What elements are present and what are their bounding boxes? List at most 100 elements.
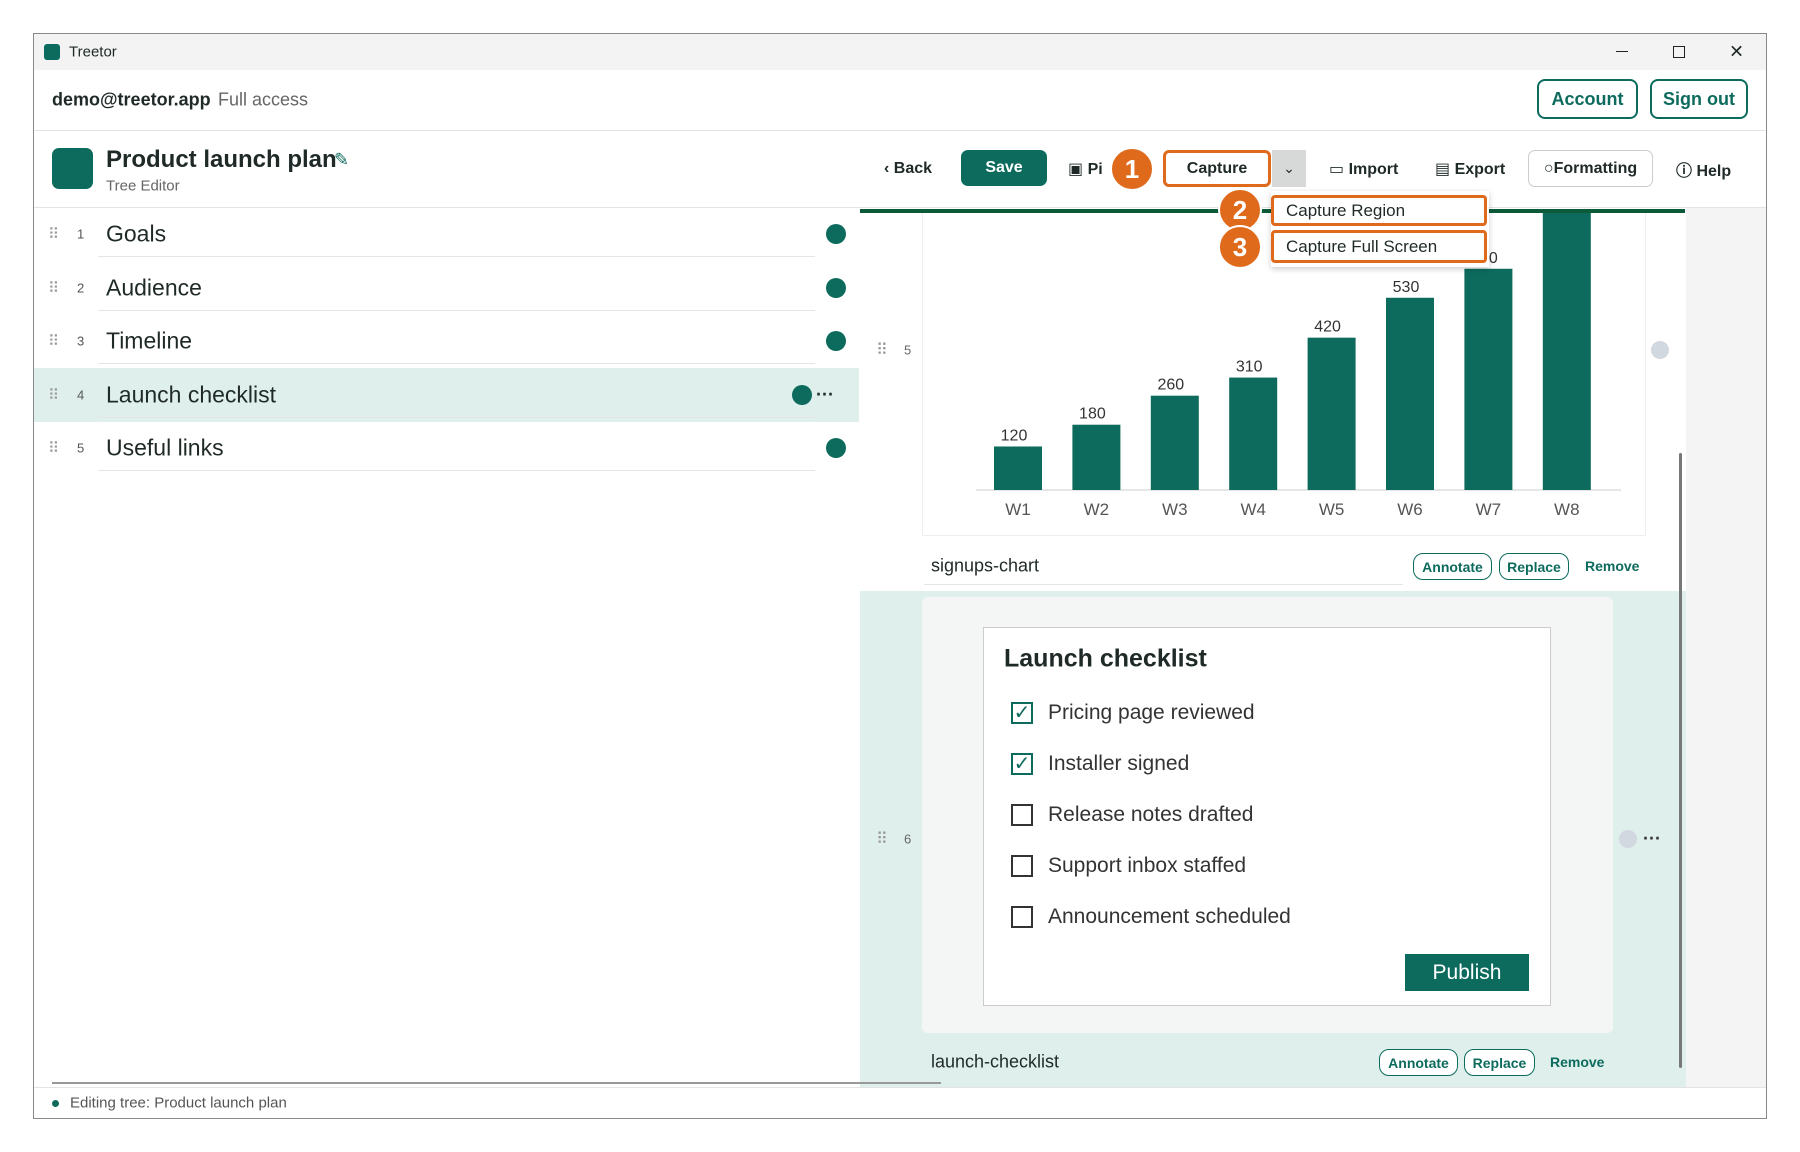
drag-handle[interactable]: ⠿: [48, 333, 59, 351]
remove-button[interactable]: Remove: [1585, 558, 1640, 574]
row-number: 6: [904, 831, 912, 847]
remove-button[interactable]: Remove: [1550, 1054, 1605, 1070]
more-menu[interactable]: ···: [1643, 828, 1661, 849]
annotate-button[interactable]: Annotate: [1379, 1049, 1458, 1076]
formatting-button[interactable]: ○ Formatting: [1528, 150, 1653, 187]
checkbox: ✓: [1011, 753, 1033, 775]
checklist-card: [983, 627, 1551, 1006]
account-button[interactable]: Account: [1537, 79, 1638, 119]
annotate-button[interactable]: Annotate: [1413, 553, 1492, 580]
menu-item[interactable]: Capture Region: [1271, 195, 1487, 226]
value-label: 260: [1157, 377, 1184, 394]
status-dot[interactable]: [826, 438, 846, 459]
drag-handle[interactable]: ⠿: [876, 831, 888, 848]
checkbox: [1011, 804, 1033, 826]
checklist-item: Release notes drafted: [1048, 803, 1254, 826]
status-dot[interactable]: [1619, 830, 1637, 848]
import-button[interactable]: ▭ Import: [1329, 161, 1399, 178]
row-label[interactable]: Launch checklist: [106, 381, 277, 408]
x-tick-label: W4: [1240, 500, 1266, 519]
drag-handle[interactable]: ⠿: [876, 342, 888, 359]
drag-handle[interactable]: ⠿: [48, 440, 59, 458]
back-button[interactable]: ‹ Back: [884, 160, 932, 178]
account-email: demo@treetor.app: [52, 89, 211, 110]
row-number: 5: [904, 342, 912, 358]
bar: [994, 446, 1042, 490]
doc-subtitle: Tree Editor: [106, 177, 180, 195]
status-dot[interactable]: [826, 277, 846, 298]
h-scrollbar[interactable]: [52, 1082, 941, 1084]
x-tick-label: W2: [1084, 500, 1110, 519]
row-label[interactable]: Useful links: [106, 434, 224, 461]
bar: [1072, 424, 1121, 490]
status-dot[interactable]: [826, 224, 846, 244]
value-label: 310: [1236, 359, 1263, 376]
bar: [1542, 213, 1591, 490]
checkbox: [1011, 906, 1033, 928]
export-label: Export: [1454, 161, 1506, 178]
drag-handle[interactable]: ⠿: [48, 279, 59, 297]
minimize[interactable]: [1616, 51, 1628, 52]
row-label[interactable]: Goals: [106, 220, 167, 247]
help-button[interactable]: ⓘ Help: [1676, 163, 1732, 180]
capture-menu: [1271, 191, 1489, 267]
menu-item[interactable]: Capture Full Screen: [1271, 230, 1487, 263]
row-underline: [98, 470, 815, 472]
sign-out-button[interactable]: Sign out: [1650, 79, 1748, 119]
replace-button[interactable]: Replace: [1464, 1049, 1535, 1076]
divider: [34, 1087, 1766, 1088]
status-dot[interactable]: [792, 384, 812, 405]
back-label: Back: [893, 160, 933, 177]
row-number: 4: [77, 387, 85, 403]
value-label: 120: [1001, 427, 1028, 444]
picture-button[interactable]: ▣ Pi: [1068, 161, 1103, 178]
export-button[interactable]: ▤ Export: [1435, 161, 1506, 178]
formatting-label: Formatting: [1553, 159, 1638, 177]
checklist-item: Support inbox staffed: [1048, 854, 1247, 877]
selected-row: [34, 367, 859, 422]
replace-button[interactable]: Replace: [1499, 553, 1569, 580]
checklist-title: Launch checklist: [1004, 644, 1207, 673]
checklist-item: Installer signed: [1048, 752, 1190, 775]
row-number: 1: [77, 226, 85, 242]
checkbox: ✓: [1011, 702, 1033, 724]
drag-handle[interactable]: ⠿: [48, 386, 59, 404]
more-menu[interactable]: ···: [816, 384, 834, 405]
bar: [1307, 337, 1356, 490]
status-indicator: [52, 1100, 59, 1107]
row-label[interactable]: Audience: [106, 274, 202, 301]
maximize[interactable]: [1673, 46, 1685, 58]
bar: [1464, 268, 1513, 490]
drag-handle[interactable]: ⠿: [48, 226, 59, 243]
close[interactable]: ✕: [1729, 41, 1745, 62]
callout: 1: [1110, 147, 1154, 191]
status-dot[interactable]: [1651, 341, 1669, 359]
signups-chart: 120W1180W2260W3310W4420W5530W6610W7780W8: [976, 213, 1621, 519]
bar: [1386, 297, 1434, 490]
capture-dropdown[interactable]: ⌄: [1272, 150, 1306, 187]
picture-label: Pi: [1087, 161, 1103, 178]
save-button[interactable]: Save: [961, 150, 1047, 186]
value-label: 420: [1314, 319, 1341, 336]
status-dot[interactable]: [826, 331, 846, 352]
capture-button[interactable]: Capture: [1163, 150, 1271, 187]
edit-icon[interactable]: ✎: [334, 149, 350, 170]
checklist-item: Pricing page reviewed: [1048, 701, 1255, 724]
status-text: Editing tree: Product launch plan: [70, 1094, 287, 1112]
row-label[interactable]: Timeline: [106, 327, 193, 354]
access-level: Full access: [218, 89, 309, 110]
x-tick-label: W8: [1554, 500, 1580, 519]
publish-button[interactable]: Publish: [1405, 954, 1529, 991]
bar: [1229, 377, 1278, 490]
row-underline: [98, 363, 815, 365]
row-underline: [98, 309, 815, 311]
value-label: 180: [1079, 406, 1106, 423]
callout: 2: [1218, 188, 1262, 232]
checklist-item: Announcement scheduled: [1048, 905, 1291, 928]
gutter: [1686, 208, 1766, 1087]
back-arrow: ‹: [884, 160, 894, 177]
row-underline: [98, 256, 815, 257]
scrollbar[interactable]: [1679, 453, 1682, 1068]
window-title: Treetor: [69, 43, 117, 61]
